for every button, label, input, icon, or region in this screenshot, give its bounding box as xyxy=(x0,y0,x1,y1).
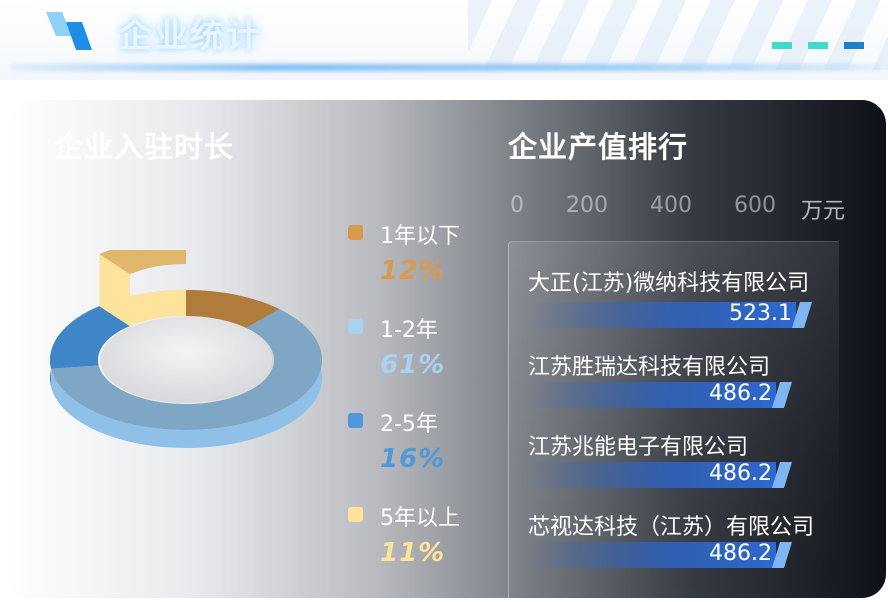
rank-value-label: 486.2 xyxy=(709,541,772,566)
axis-tick-label: 400 xyxy=(650,193,692,218)
header-decoration xyxy=(468,0,888,70)
donut-slice-0 xyxy=(186,290,280,328)
legend-swatch xyxy=(348,319,363,334)
donut-slice-2 xyxy=(50,306,130,369)
duration-donut-chart xyxy=(49,250,323,448)
legend-item-under-1yr: 1年以下 12% xyxy=(346,218,486,298)
header-logo-icon xyxy=(46,12,92,50)
rank-value-bar xyxy=(528,542,792,568)
axis-tick-label: 200 xyxy=(566,193,608,218)
donut-raised-top xyxy=(99,250,186,275)
header-dash-3 xyxy=(844,42,864,49)
legend-item-1-2yr: 1-2年 61% xyxy=(346,312,486,392)
legend-swatch xyxy=(348,225,363,240)
legend-item-over-5yr: 5年以上 11% xyxy=(346,500,486,580)
legend-percent: 16% xyxy=(380,444,446,474)
ranking-chart-frame xyxy=(508,241,839,598)
rank-value-label: 486.2 xyxy=(709,381,772,406)
axis-tick-label: 0 xyxy=(510,193,524,218)
donut-raised-wall xyxy=(99,254,130,327)
legend-percent: 12% xyxy=(380,256,446,286)
stats-card: 企业入驻时长 1年以下 12% 1-2年 61% 2-5年 16% 5年以上 1… xyxy=(6,100,886,598)
axis-tick-label: 600 xyxy=(734,193,776,218)
header-dash-1 xyxy=(772,42,792,49)
legend-label: 1-2年 xyxy=(380,318,438,343)
legend-item-2-5yr: 2-5年 16% xyxy=(346,406,486,486)
rank-value-bar xyxy=(528,302,812,328)
rank-value-bar xyxy=(528,382,792,408)
legend-percent: 61% xyxy=(380,350,446,380)
donut-hole xyxy=(100,317,272,403)
rank-company-name: 大正(江苏)微纳科技有限公司 xyxy=(528,271,810,296)
rank-value-label: 486.2 xyxy=(709,461,772,486)
ranking-section-title: 企业产值排行 xyxy=(508,130,689,164)
rank-value-label: 523.1 xyxy=(729,301,792,326)
rank-company-name: 江苏兆能电子有限公司 xyxy=(528,435,749,460)
legend-label: 5年以上 xyxy=(380,506,460,531)
axis-unit-label: 万元 xyxy=(801,199,846,224)
page-title: 企业统计 xyxy=(118,16,262,56)
header-glow-line xyxy=(10,64,880,71)
legend-label: 2-5年 xyxy=(380,412,438,437)
legend-swatch xyxy=(348,413,363,428)
donut-slice-1 xyxy=(51,308,323,430)
rank-company-name: 芯视达科技（江苏）有限公司 xyxy=(528,515,815,540)
legend-percent: 11% xyxy=(380,538,446,568)
header-dash-2 xyxy=(808,42,828,49)
rank-value-bar xyxy=(528,462,792,488)
rank-company-name: 江苏胜瑞达科技有限公司 xyxy=(528,355,771,380)
duration-section-title: 企业入驻时长 xyxy=(54,130,235,164)
header-bar: 企业统计 xyxy=(0,0,888,80)
legend-label: 1年以下 xyxy=(380,224,460,249)
legend-swatch xyxy=(348,507,363,522)
